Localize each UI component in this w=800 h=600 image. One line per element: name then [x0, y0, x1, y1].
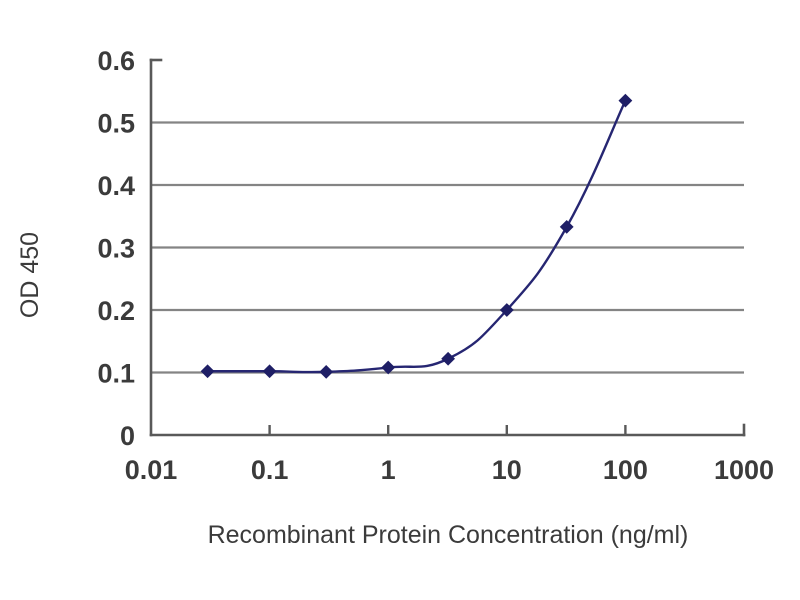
- x-axis-title: Recombinant Protein Concentration (ng/ml…: [208, 521, 689, 549]
- series-markers-od450: [200, 93, 633, 379]
- y-tick-label-0.3: 0.3: [97, 234, 135, 264]
- horizontal-gridlines: [151, 121, 744, 374]
- data-point-marker: [200, 364, 215, 379]
- x-tick-label-10: 10: [492, 455, 522, 485]
- data-point-marker: [319, 364, 334, 379]
- y-axis-title: OD 450: [16, 232, 44, 318]
- data-point-marker: [262, 364, 277, 379]
- x-tick-label-100: 100: [603, 455, 648, 485]
- data-point-marker: [499, 303, 514, 317]
- y-tick-label-0.6: 0.6: [97, 46, 135, 76]
- data-point-marker: [381, 360, 396, 375]
- x-tick-label-0.1: 0.1: [251, 455, 289, 485]
- x-tick-label-1000: 1000: [714, 455, 774, 485]
- x-axis-tick-marks: [268, 425, 627, 435]
- y-tick-label-0.1: 0.1: [97, 359, 135, 389]
- y-tick-label-0.4: 0.4: [97, 171, 135, 201]
- data-series-group: [200, 93, 633, 379]
- data-point-marker: [559, 219, 574, 234]
- y-tick-label-0.5: 0.5: [97, 109, 135, 139]
- y-axis-tick-labels: 0 0.1 0.2 0.3 0.4 0.5 0.6: [97, 46, 135, 451]
- y-tick-label-0.2: 0.2: [97, 296, 135, 326]
- data-point-marker: [441, 351, 456, 366]
- y-tick-label-0: 0: [120, 421, 135, 451]
- x-axis-tick-labels: 0.01 0.1 1 10 100 1000: [125, 455, 774, 485]
- plot-axes-frame: [149, 58, 746, 437]
- x-tick-label-1: 1: [381, 455, 396, 485]
- data-point-marker: [618, 93, 633, 108]
- x-tick-label-0.01: 0.01: [125, 455, 178, 485]
